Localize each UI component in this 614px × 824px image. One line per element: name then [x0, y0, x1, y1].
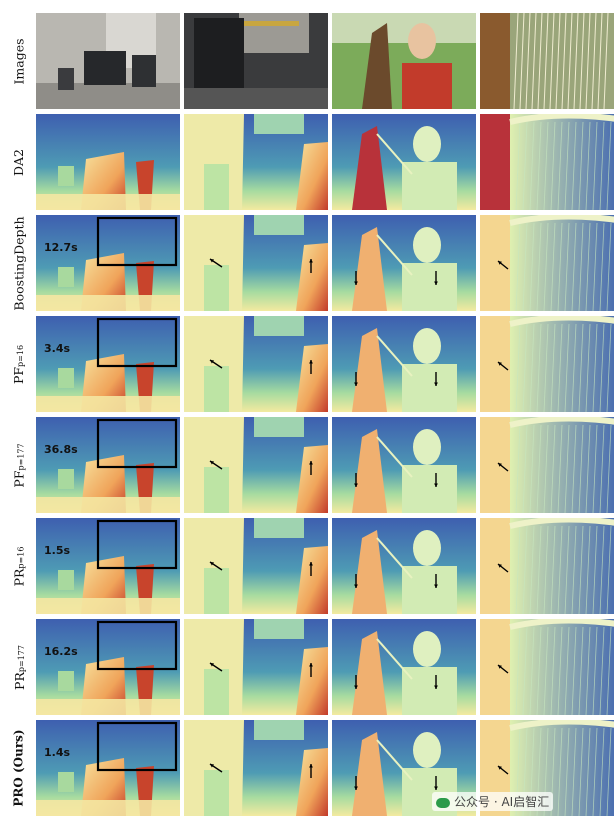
annotation-arrowhead	[498, 766, 502, 770]
depth-map-office-scene: 36.8s	[36, 417, 180, 513]
annotation-arrowhead	[354, 584, 358, 588]
row-label-text: BoostingDepth	[11, 215, 27, 311]
annotation-arrowhead	[210, 562, 214, 566]
depth-map-monitor-closeup	[184, 720, 328, 816]
photo-harp-player	[332, 13, 476, 109]
annotation-arrowhead	[210, 764, 214, 768]
runtime-label: 1.5s	[44, 544, 71, 557]
annotation-arrowhead	[309, 562, 313, 566]
depth-map-office-scene: 1.5s	[36, 518, 180, 614]
depth-map-harp-player	[332, 316, 476, 412]
annotation-arrowhead	[434, 483, 438, 487]
annotation-arrowhead	[498, 564, 502, 568]
depth-map-harp-player	[332, 417, 476, 513]
depth-map-harp-player	[332, 518, 476, 614]
photo-office-scene	[36, 13, 180, 109]
annotation-arrowhead	[434, 584, 438, 588]
row-label-pf16: PFp=16	[2, 316, 36, 412]
highlight-box	[96, 317, 178, 368]
depth-map-harp-strings	[480, 114, 614, 210]
runtime-label: 1.4s	[44, 746, 71, 759]
row-label-subscript: p=177	[16, 644, 26, 672]
annotation-arrowhead	[210, 360, 214, 364]
depth-map-office-scene: 16.2s	[36, 619, 180, 715]
annotation-arrowhead	[498, 362, 502, 366]
annotation-arrowhead	[498, 665, 502, 669]
depth-map-harp-strings	[480, 215, 614, 311]
depth-map-harp-player	[332, 215, 476, 311]
annotation-arrowhead	[434, 382, 438, 386]
annotation-arrowhead	[354, 382, 358, 386]
row-label-subscript: p=16	[16, 546, 26, 569]
depth-map-office-scene: 1.4s	[36, 720, 180, 816]
highlight-box	[96, 418, 178, 469]
annotation-arrowhead	[309, 360, 313, 364]
runtime-label: 16.2s	[44, 645, 78, 658]
annotation-arrowhead	[309, 461, 313, 465]
depth-map-harp-strings	[480, 417, 614, 513]
watermark: 公众号 · AI启智汇	[432, 792, 554, 811]
row-label-images: Images	[2, 13, 36, 109]
row-label-pr177: PRp=177	[2, 619, 36, 715]
depth-map-harp-strings	[480, 619, 614, 715]
depth-map-monitor-closeup	[184, 417, 328, 513]
row-label-subscript: p=16	[16, 344, 26, 367]
annotation-arrowhead	[309, 764, 313, 768]
depth-map-harp-strings	[480, 518, 614, 614]
depth-map-monitor-closeup	[184, 114, 328, 210]
runtime-label: 12.7s	[44, 241, 78, 254]
annotation-arrowhead	[309, 663, 313, 667]
row-label-subscript: p=177	[16, 442, 26, 470]
row-label-text: DA2	[11, 148, 27, 176]
depth-map-office-scene	[36, 114, 180, 210]
depth-map-harp-player	[332, 619, 476, 715]
row-label-text: PF	[11, 470, 27, 488]
annotation-arrowhead	[210, 461, 214, 465]
row-label-text: PRO (Ours)	[12, 729, 26, 807]
annotation-arrowhead	[434, 786, 438, 790]
depth-map-monitor-closeup	[184, 518, 328, 614]
annotation-arrowhead	[354, 685, 358, 689]
watermark-text: 公众号 · AI启智汇	[454, 795, 550, 809]
depth-map-monitor-closeup	[184, 619, 328, 715]
annotation-arrowhead	[210, 663, 214, 667]
depth-map-monitor-closeup	[184, 316, 328, 412]
depth-map-harp-player	[332, 114, 476, 210]
row-label-da2: DA2	[2, 114, 36, 210]
annotation-arrowhead	[210, 259, 214, 263]
depth-map-monitor-closeup	[184, 215, 328, 311]
depth-map-office-scene: 12.7s	[36, 215, 180, 311]
depth-map-harp-strings	[480, 316, 614, 412]
wechat-icon	[436, 797, 450, 808]
row-label-boosting: BoostingDepth	[2, 215, 36, 311]
depth-map-office-scene: 3.4s	[36, 316, 180, 412]
annotation-arrowhead	[498, 463, 502, 467]
highlight-box	[96, 519, 178, 570]
highlight-box	[96, 721, 178, 772]
row-label-pf177: PFp=177	[2, 417, 36, 513]
row-label-pro: PRO (Ours)	[2, 720, 36, 816]
photo-monitor-closeup	[184, 13, 328, 109]
annotation-arrowhead	[309, 259, 313, 263]
runtime-label: 3.4s	[44, 342, 71, 355]
annotation-arrowhead	[434, 685, 438, 689]
row-label-text: PR	[11, 671, 27, 690]
annotation-arrowhead	[354, 483, 358, 487]
annotation-arrowhead	[498, 261, 502, 265]
annotation-arrowhead	[354, 786, 358, 790]
highlight-box	[96, 620, 178, 671]
highlight-box	[96, 216, 178, 267]
annotation-arrowhead	[354, 281, 358, 285]
row-label-text: PR	[11, 568, 27, 586]
row-label-pr16: PRp=16	[2, 518, 36, 614]
annotation-arrowhead	[434, 281, 438, 285]
row-label-text: PF	[11, 366, 27, 384]
photo-harp-strings	[480, 13, 614, 109]
row-label-text: Images	[11, 37, 27, 85]
runtime-label: 36.8s	[44, 443, 78, 456]
